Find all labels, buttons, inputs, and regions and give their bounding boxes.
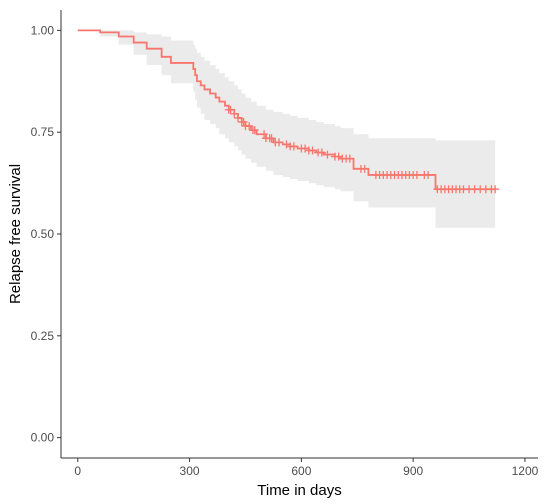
censor-mark [424,170,433,179]
censor-mark [230,109,239,118]
tick-layer: 0 300 600 900 1200 0.00 0.25 0.50 0.75 1.00 [31,23,539,478]
y-tick-label: 1.00 [31,23,55,37]
y-tick-label: 0.75 [31,125,55,139]
censor-mark [239,118,248,126]
censor-mark [245,122,254,131]
censor-mark [360,164,369,173]
x-axis-title: Time in days [257,482,341,499]
censor-mark [250,126,259,135]
censor-mark [275,138,284,147]
ci-band-layer [77,30,496,228]
x-tick-label: 600 [291,464,311,478]
censor-marks-layer [224,105,500,194]
y-axis-title: Relapse free survival [7,164,24,304]
censor-mark [345,154,354,163]
x-tick-label: 300 [180,464,200,478]
censor-mark [267,134,276,143]
y-tick-label: 0.25 [31,329,55,343]
y-tick-label: 0.50 [31,227,55,241]
censor-mark [234,113,243,122]
x-tick-label: 900 [403,464,423,478]
x-tick-label: 0 [74,464,81,478]
censor-mark [226,105,235,114]
censor-mark [491,185,500,194]
x-tick-label: 1200 [512,464,539,478]
censor-mark [412,170,421,179]
y-tick-label: 0.00 [31,431,55,445]
ci-band [77,30,496,228]
censor-mark [323,150,332,159]
censor-mark [308,146,317,155]
censor-mark [317,148,326,157]
censor-mark [260,130,269,139]
censor-mark [289,142,298,151]
